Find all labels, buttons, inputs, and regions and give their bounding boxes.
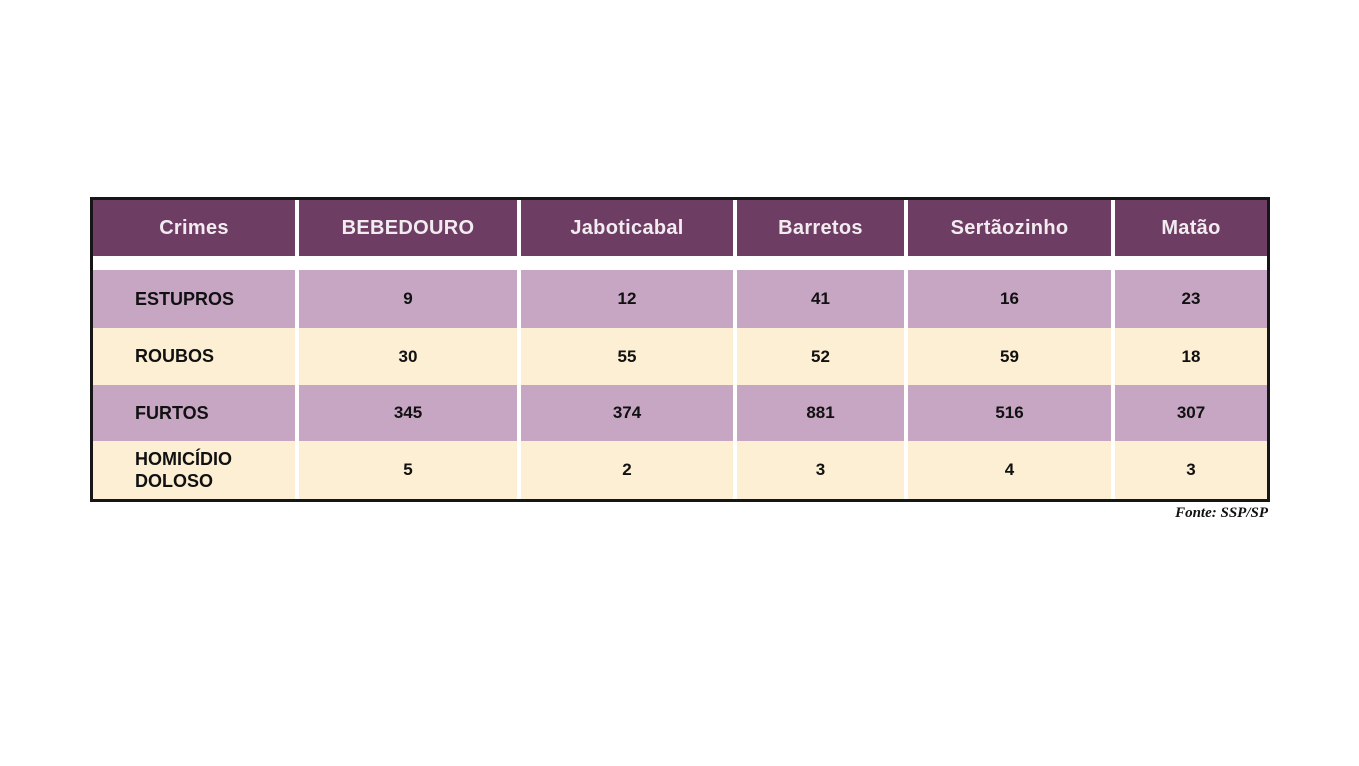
value-cell: 41 — [737, 270, 908, 328]
table-row-furtos: FURTOS 345 374 881 516 307 — [93, 385, 1267, 441]
value-cell: 55 — [521, 328, 737, 385]
header-cell-barretos: Barretos — [737, 200, 908, 256]
value-cell: 881 — [737, 385, 908, 441]
value-cell: 16 — [908, 270, 1115, 328]
header-cell-crimes: Crimes — [93, 200, 299, 256]
table-row-estupros: ESTUPROS 9 12 41 16 23 — [93, 270, 1267, 328]
value-cell: 2 — [521, 441, 737, 499]
value-cell: 4 — [908, 441, 1115, 499]
header-cell-jaboticabal: Jaboticabal — [521, 200, 737, 256]
value-cell: 59 — [908, 328, 1115, 385]
header-body-spacer — [93, 256, 1267, 270]
row-label-cell: FURTOS — [93, 385, 299, 441]
value-cell: 18 — [1115, 328, 1267, 385]
row-label-cell: ROUBOS — [93, 328, 299, 385]
value-cell: 3 — [1115, 441, 1267, 499]
value-cell: 307 — [1115, 385, 1267, 441]
table-row-homicidio-doloso: HOMICÍDIO DOLOSO 5 2 3 4 3 — [93, 441, 1267, 499]
value-cell: 3 — [737, 441, 908, 499]
value-cell: 5 — [299, 441, 521, 499]
header-cell-sertaozinho: Sertãozinho — [908, 200, 1115, 256]
source-note: Fonte: SSP/SP — [1175, 505, 1268, 521]
value-cell: 30 — [299, 328, 521, 385]
value-cell: 12 — [521, 270, 737, 328]
row-label-cell: ESTUPROS — [93, 270, 299, 328]
header-cell-matao: Matão — [1115, 200, 1267, 256]
value-cell: 345 — [299, 385, 521, 441]
header-row: Crimes BEBEDOURO Jaboticabal Barretos Se… — [93, 200, 1267, 256]
value-cell: 52 — [737, 328, 908, 385]
value-cell: 516 — [908, 385, 1115, 441]
value-cell: 23 — [1115, 270, 1267, 328]
table-row-roubos: ROUBOS 30 55 52 59 18 — [93, 328, 1267, 385]
crime-table-block: Crimes BEBEDOURO Jaboticabal Barretos Se… — [90, 197, 1270, 522]
header-cell-bebedouro: BEBEDOURO — [299, 200, 521, 256]
value-cell: 9 — [299, 270, 521, 328]
row-label-cell: HOMICÍDIO DOLOSO — [93, 441, 299, 499]
crime-statistics-table: Crimes BEBEDOURO Jaboticabal Barretos Se… — [90, 197, 1270, 502]
value-cell: 374 — [521, 385, 737, 441]
